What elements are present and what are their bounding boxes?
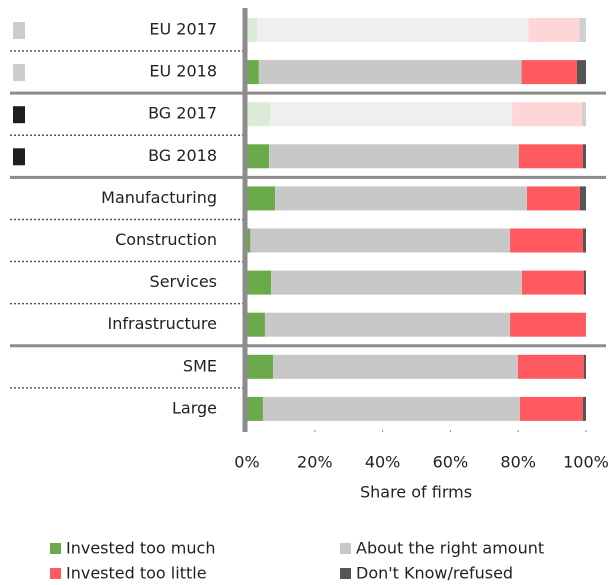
bar-segment xyxy=(247,354,274,379)
bar-segment xyxy=(512,102,582,127)
bar-segment xyxy=(275,186,528,211)
bar-segment xyxy=(247,396,263,421)
bar-segment xyxy=(247,186,276,211)
bar-segment xyxy=(582,396,586,421)
bar-segment xyxy=(581,102,586,127)
legend-label: About the right amount xyxy=(356,539,544,558)
bar-segment xyxy=(582,144,586,169)
bar-segment xyxy=(270,102,513,127)
bar-segment xyxy=(517,354,584,379)
bar-segment xyxy=(247,312,265,337)
bar-segment xyxy=(247,144,270,169)
legend-label: Invested too little xyxy=(66,564,207,583)
bar-segment xyxy=(583,270,586,295)
legend-label: Don't Know/refused xyxy=(356,564,513,583)
bar-segment xyxy=(519,396,583,421)
x-tick-label: 80% xyxy=(500,453,536,472)
bar-segment xyxy=(247,270,272,295)
category-label: EU 2017 xyxy=(149,20,217,39)
bar-segment xyxy=(583,354,586,379)
bar-segment xyxy=(247,228,251,253)
x-tick-label: 40% xyxy=(365,453,401,472)
legend-swatch xyxy=(340,568,351,579)
bar-segment xyxy=(269,144,519,169)
category-marker xyxy=(13,22,25,39)
category-label: BG 2018 xyxy=(148,146,217,165)
category-marker xyxy=(13,106,25,124)
category-marker xyxy=(13,148,25,166)
legend-swatch xyxy=(50,568,61,579)
bar-segment xyxy=(257,18,529,42)
x-tick-label: 0% xyxy=(234,453,259,472)
bar-segment xyxy=(258,60,522,85)
category-label: EU 2018 xyxy=(149,62,217,81)
x-tick-label: 60% xyxy=(433,453,469,472)
bar-segment xyxy=(271,270,522,295)
bar-segment xyxy=(528,18,580,42)
bar-segment xyxy=(521,270,584,295)
bar-segment xyxy=(582,228,586,253)
x-tick-label: 20% xyxy=(297,453,333,472)
category-label: Services xyxy=(150,272,217,291)
category-label: BG 2017 xyxy=(148,104,217,123)
x-tick-label: 100% xyxy=(563,453,609,472)
x-axis-title: Share of firms xyxy=(360,483,472,502)
bar-segment xyxy=(518,144,583,169)
bar-segment xyxy=(247,102,271,127)
bar-segment xyxy=(510,312,586,337)
bar-segment xyxy=(250,228,511,253)
category-label: Large xyxy=(172,398,217,417)
category-label: Manufacturing xyxy=(101,188,217,207)
bar-segment xyxy=(273,354,518,379)
bar-segment xyxy=(264,312,511,337)
bar-segment xyxy=(247,18,258,42)
legend-swatch xyxy=(50,543,61,554)
category-label: Construction xyxy=(115,230,217,249)
bar-segment xyxy=(527,186,580,211)
category-marker xyxy=(13,64,25,82)
legend-label: Invested too much xyxy=(66,539,215,558)
bar-segment xyxy=(262,396,520,421)
legend-swatch xyxy=(340,543,351,554)
category-label: SME xyxy=(183,356,217,375)
category-label: Infrastructure xyxy=(108,314,217,333)
bar-segment xyxy=(521,60,577,85)
bar-segment xyxy=(579,186,586,211)
bar-segment xyxy=(510,228,583,253)
bar-segment xyxy=(576,60,586,85)
bar-segment xyxy=(579,18,586,42)
bar-segment xyxy=(247,60,259,85)
